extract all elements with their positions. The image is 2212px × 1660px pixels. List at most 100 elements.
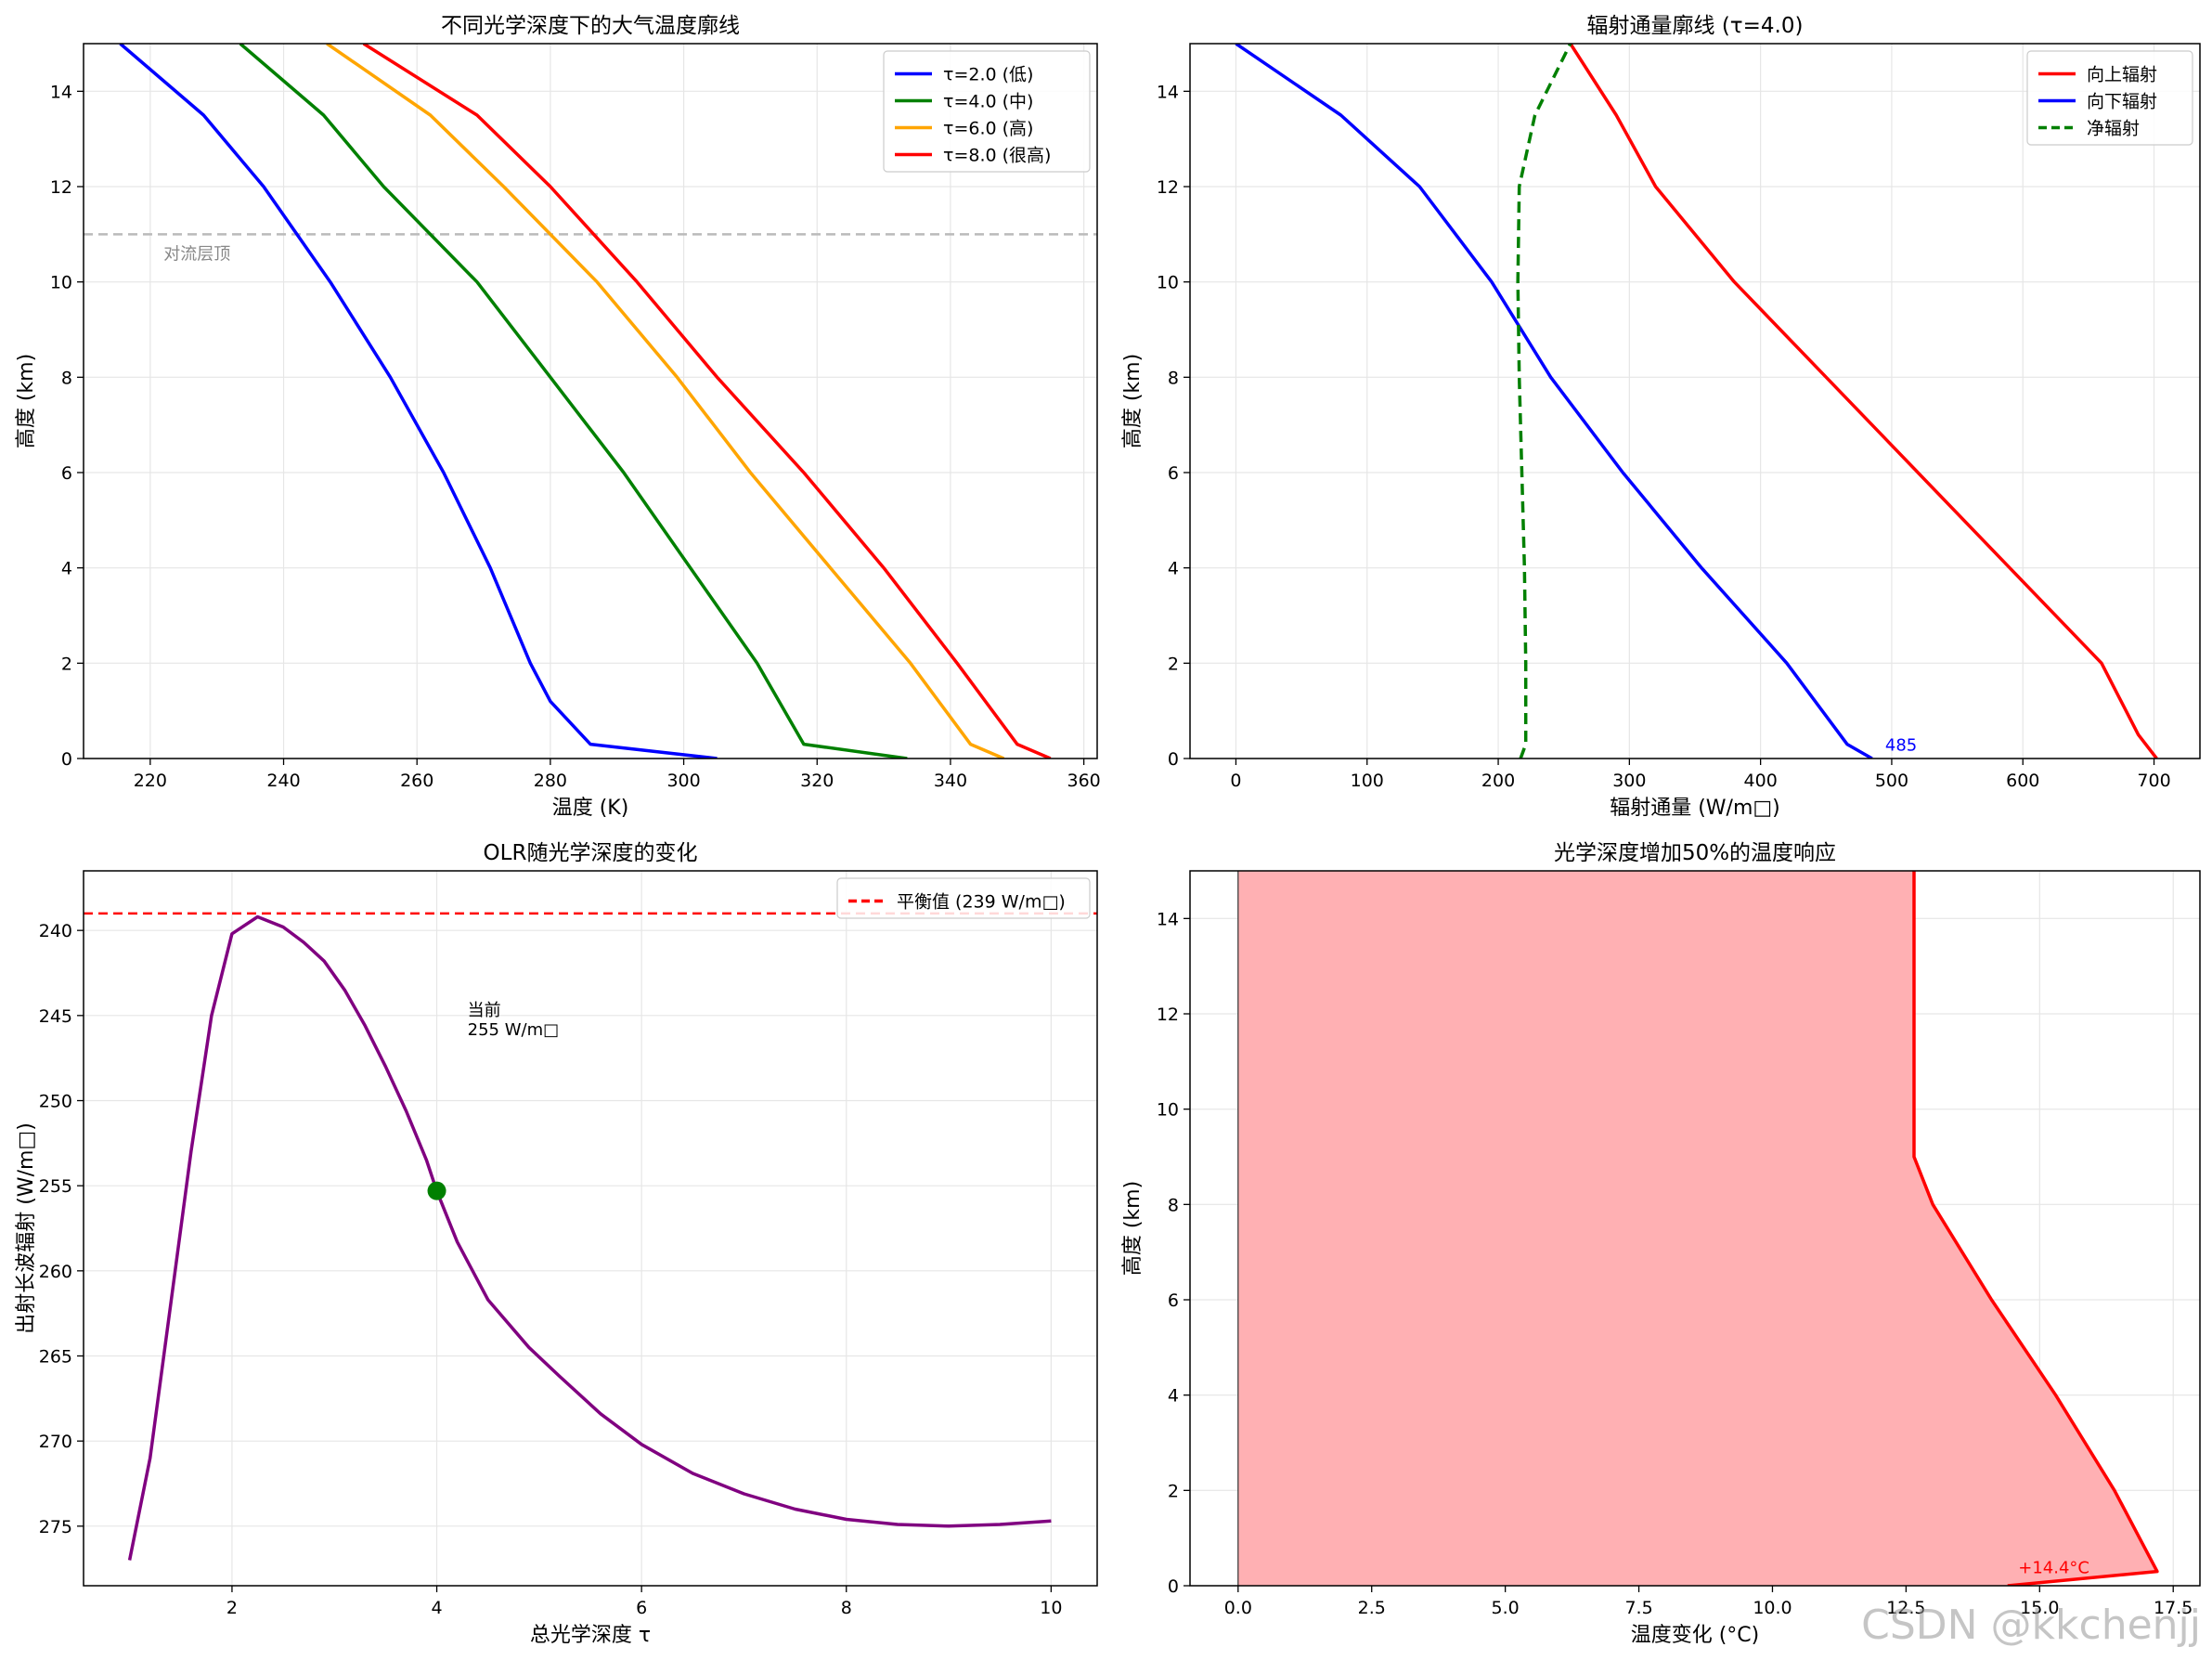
legend-label: 向上辐射 — [2087, 65, 2157, 85]
legend: τ=2.0 (低) τ=4.0 (中) τ=6.0 (高) τ=8.0 (很高) — [883, 50, 1091, 173]
y-tick-label: 2 — [61, 654, 72, 674]
legend-box — [836, 877, 1091, 919]
y-tick-label: 250 — [39, 1092, 72, 1112]
x-tick-label: 240 — [266, 771, 300, 791]
x-tick-label: 700 — [2137, 771, 2170, 791]
x-tick-label: 600 — [2006, 771, 2039, 791]
x-axis-label: 温度 (K) — [552, 797, 629, 820]
legend-label: 净辐射 — [2087, 119, 2140, 139]
chart-title: 不同光学深度下的大气温度廓线 — [441, 14, 740, 38]
y-axis-label: 高度 (km) — [1121, 354, 1145, 448]
y-tick-label: 12 — [1157, 177, 1179, 198]
annotation-line2: 255 W/m□ — [468, 1020, 559, 1040]
x-tick-label: 280 — [534, 771, 567, 791]
y-tick-label: 260 — [39, 1262, 72, 1282]
x-tick-label: 7.5 — [1624, 1598, 1652, 1618]
legend-label: 向下辐射 — [2087, 92, 2157, 112]
chart-panel-4: 0.0 2.5 5.0 7.5 10.0 12.5 15.0 17.5 0 2 4 6 8 10 12 14 光… — [1121, 841, 2201, 1647]
y-tick-label: 8 — [1168, 368, 1179, 388]
y-tick-label: 4 — [1168, 559, 1179, 579]
x-tick-label: 10.0 — [1753, 1598, 1792, 1618]
x-tick-label: 6 — [636, 1598, 647, 1618]
annotation-line1: 当前 — [468, 1001, 501, 1020]
x-tick-label: 10 — [1040, 1598, 1062, 1618]
x-tick-label: 260 — [400, 771, 433, 791]
chart-panel-3: 2 4 6 8 10 240 245 250 255 260 265 270 275 OLR随光学深度的变… — [15, 841, 1098, 1647]
y-tick-label: 6 — [1168, 1290, 1179, 1311]
y-axis-label: 高度 (km) — [15, 354, 38, 448]
x-tick-label: 300 — [1612, 771, 1646, 791]
legend-label: τ=8.0 (很高) — [943, 146, 1051, 166]
series-line-1 — [1569, 44, 2158, 759]
y-tick-label: 12 — [1157, 1005, 1179, 1025]
y-axis-label: 出射长波辐射 (W/m□) — [15, 1122, 38, 1334]
chart-panel-1: 220 240 260 280 300 320 340 360 0 2 4 6 8 10 12 14 不同光学深… — [15, 14, 1101, 820]
chart-title: OLR随光学深度的变化 — [484, 841, 698, 865]
x-tick-label: 200 — [1481, 771, 1515, 791]
series-line-1 — [127, 914, 1052, 1561]
y-tick-label: 0 — [1168, 1576, 1179, 1597]
y-tick-label: 10 — [1157, 1100, 1179, 1121]
y-tick-label: 265 — [39, 1347, 72, 1368]
x-tick-label: 360 — [1067, 771, 1100, 791]
x-tick-label: 300 — [666, 771, 700, 791]
chart-title: 光学深度增加50%的温度响应 — [1554, 841, 1836, 865]
y-tick-label: 2 — [1168, 1481, 1179, 1501]
x-tick-label: 100 — [1351, 771, 1384, 791]
axes-frame — [83, 43, 1098, 759]
plot-area — [1235, 44, 2158, 759]
y-tick-label: 240 — [39, 921, 72, 941]
x-tick-label: 12.5 — [1886, 1598, 1925, 1618]
y-tick-label: 6 — [1168, 463, 1179, 484]
plot-area — [84, 912, 1097, 1561]
y-tick-label: 255 — [39, 1176, 72, 1197]
y-tick-label: 270 — [39, 1432, 72, 1452]
tropopause-label: 对流层顶 — [163, 244, 230, 264]
y-tick-label: 0 — [1168, 749, 1179, 770]
x-tick-label: 17.5 — [2154, 1598, 2193, 1618]
series-line-1 — [119, 44, 718, 759]
watermark: CSDN @kkchenjj — [1861, 1602, 2201, 1649]
legend-label: τ=2.0 (低) — [943, 65, 1033, 85]
y-axis-label: 高度 (km) — [1121, 1181, 1145, 1276]
x-axis-label: 温度变化 (°C) — [1631, 1624, 1760, 1647]
x-axis-label: 辐射通量 (W/m□) — [1610, 797, 1780, 820]
y-tick-label: 4 — [61, 559, 72, 579]
y-tick-label: 4 — [1168, 1386, 1179, 1407]
x-tick-label: 320 — [800, 771, 834, 791]
legend-box — [883, 50, 1091, 173]
y-tick-label: 14 — [1157, 909, 1179, 929]
series-line-4 — [362, 44, 1052, 759]
y-tick-label: 12 — [50, 177, 72, 198]
area-fill — [1237, 871, 2157, 1586]
x-tick-label: 2.5 — [1358, 1598, 1386, 1618]
axes-frame — [1189, 43, 2201, 759]
x-tick-label: 8 — [841, 1598, 852, 1618]
series-line-2 — [239, 44, 908, 759]
x-tick-label: 340 — [934, 771, 967, 791]
series-line-1 — [1912, 871, 2159, 1586]
x-tick-label: 0 — [1230, 771, 1241, 791]
series-line-3 — [1516, 44, 1572, 759]
series-line-3 — [326, 44, 1005, 759]
y-tick-label: 10 — [1157, 273, 1179, 293]
y-tick-label: 0 — [61, 749, 72, 770]
legend: 平衡值 (239 W/m□) — [836, 877, 1091, 919]
chart-title: 辐射通量廓线 (τ=4.0) — [1587, 14, 1804, 38]
x-tick-label: 4 — [431, 1598, 442, 1618]
legend-label: τ=4.0 (中) — [943, 92, 1033, 112]
x-tick-label: 500 — [1875, 771, 1908, 791]
legend-label: τ=6.0 (高) — [943, 119, 1033, 139]
x-tick-label: 400 — [1744, 771, 1778, 791]
x-tick-label: 15.0 — [2020, 1598, 2059, 1618]
y-tick-label: 8 — [1168, 1195, 1179, 1215]
x-tick-label: 2 — [226, 1598, 238, 1618]
y-tick-label: 6 — [61, 463, 72, 484]
annotation-text: 485 — [1885, 735, 1917, 755]
x-tick-label: 0.0 — [1224, 1598, 1252, 1618]
plot-area — [84, 44, 1097, 759]
y-tick-label: 14 — [1157, 82, 1179, 102]
axes-frame — [1189, 870, 2201, 1587]
